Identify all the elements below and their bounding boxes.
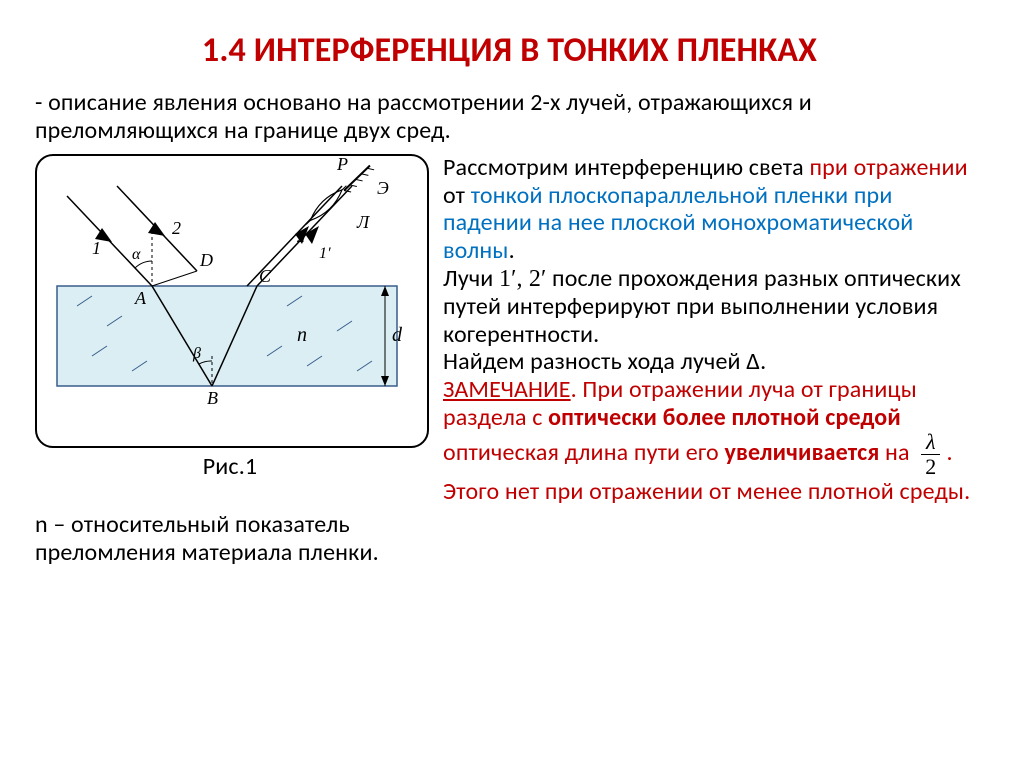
p4-e: на: [879, 438, 915, 467]
rays-1p-2p: 1′, 2′: [499, 266, 546, 292]
figure-caption: Рис.1: [35, 452, 425, 481]
label-ray-1: 1: [92, 238, 101, 258]
p4-c: оптическая длина пути его: [443, 438, 724, 467]
intro-text: - описание явления основано на рассмотре…: [35, 89, 984, 144]
label-B: B: [207, 388, 218, 408]
refractive-index-note: n – относительный показатель преломления…: [35, 511, 425, 566]
label-beta: β: [192, 345, 201, 362]
p4-b: оптически более плотной средой: [548, 403, 901, 432]
lambda-over-2: λ2: [921, 431, 940, 478]
p1-b: при отражении: [809, 153, 967, 182]
label-A: A: [134, 288, 147, 308]
p5: Этого нет при отражении от менее плотной…: [443, 477, 970, 506]
p1-a: Рассмотрим интерференцию света: [443, 153, 809, 182]
figure-1: 1 2 1′ 2′ A B C D P Э Л α β n d Рис.1: [35, 154, 425, 481]
p1-e: .: [509, 236, 515, 265]
label-ray-1p: 1′: [319, 245, 331, 262]
label-screen: Э: [377, 178, 389, 198]
label-D: D: [199, 250, 213, 270]
p4-d: увеличивается: [724, 438, 879, 467]
label-C: C: [259, 266, 272, 286]
p4-f: .: [946, 438, 952, 467]
label-ray-2: 2: [172, 218, 181, 238]
thin-film-diagram: 1 2 1′ 2′ A B C D P Э Л α β n d: [35, 154, 429, 448]
p1-c: от: [443, 181, 471, 210]
label-alpha: α: [132, 246, 141, 263]
label-n: n: [297, 324, 307, 346]
label-lens: Л: [356, 212, 371, 232]
p2-a: Лучи: [443, 264, 499, 293]
p3: Найдем разность хода лучей Δ.: [443, 347, 766, 376]
main-text: Рассмотрим интерференцию света при отраж…: [443, 154, 984, 590]
note-heading: ЗАМЕЧАНИЕ: [443, 375, 571, 404]
label-P: P: [336, 154, 348, 174]
label-d: d: [392, 324, 403, 346]
label-ray-2p: 2′: [297, 229, 309, 246]
page-title: 1.4 ИНТЕРФЕРЕНЦИЯ В ТОНКИХ ПЛЕНКАХ: [35, 30, 984, 71]
